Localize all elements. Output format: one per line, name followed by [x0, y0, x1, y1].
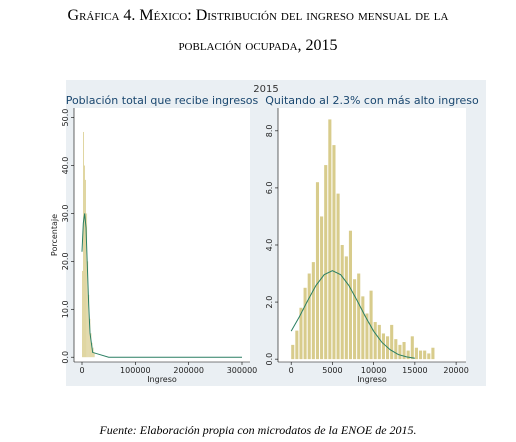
- histogram-bar: [295, 330, 299, 360]
- histogram-bar: [431, 347, 435, 360]
- histogram-bar: [328, 119, 332, 360]
- x-tick-label: 200000: [173, 366, 204, 375]
- histogram-bar: [410, 336, 414, 360]
- histogram-bar: [336, 193, 340, 360]
- histogram-bar: [88, 294, 90, 358]
- y-tick-label: 8.0: [265, 124, 274, 137]
- y-axis-label: Porcentaje: [50, 214, 59, 256]
- histogram-bar: [83, 131, 84, 358]
- y-tick-label: 2.0: [265, 296, 274, 309]
- y-tick-label: 6.0: [265, 182, 274, 195]
- source: Fuente: Elaboración propia con microdato…: [98, 423, 416, 437]
- y-tick-label: 10.0: [61, 300, 70, 318]
- histogram-bar: [373, 322, 377, 360]
- histogram-bar: [402, 342, 406, 360]
- histogram-bar: [344, 256, 348, 360]
- y-tick-label: 30.0: [61, 205, 70, 223]
- histogram-bar: [332, 145, 336, 360]
- histogram-bar: [93, 352, 95, 358]
- panel-title: Quitando al 2.3% con más alto ingreso: [265, 94, 479, 107]
- histogram-bar: [87, 261, 89, 358]
- y-tick-label: 40.0: [61, 157, 70, 175]
- histogram-bar: [369, 290, 373, 360]
- histogram-bar: [315, 182, 320, 360]
- histogram-bar: [381, 333, 385, 360]
- histogram-bar: [324, 165, 328, 360]
- x-tick-label: 5000: [322, 366, 342, 375]
- histogram-bar: [85, 179, 86, 358]
- histogram-bar: [394, 339, 398, 360]
- histogram-bar: [348, 230, 353, 360]
- histogram-bar: [89, 318, 91, 358]
- histogram-bar: [361, 296, 365, 360]
- histogram-bar: [419, 350, 423, 360]
- x-axis-label: Ingreso: [357, 375, 387, 384]
- title-line: población ocupada, 2015: [178, 37, 337, 54]
- histogram-bar: [299, 307, 303, 360]
- x-tick-label: 0: [289, 366, 294, 375]
- histogram-bar: [390, 324, 394, 360]
- histogram-bar: [311, 262, 315, 360]
- histogram-bar: [320, 216, 324, 360]
- y-tick-label: 4.0: [265, 239, 274, 252]
- histogram-bar: [423, 350, 427, 360]
- y-tick-label: 0.0: [265, 353, 274, 366]
- x-axis-label: Ingreso: [147, 375, 177, 384]
- histogram-bar: [340, 244, 344, 360]
- x-tick-label: 300000: [227, 366, 258, 375]
- histogram-bar: [84, 165, 85, 358]
- density-curve: [290, 270, 415, 359]
- x-tick-label: 15000: [402, 366, 427, 375]
- histogram-bar: [303, 287, 307, 360]
- histogram-bar: [357, 273, 361, 360]
- histogram-bar: [353, 279, 357, 360]
- title-line: Gráfica 4. México: Distribución del ingr…: [68, 7, 449, 24]
- y-tick-label: 20.0: [61, 252, 70, 270]
- histogram-bar: [86, 213, 88, 358]
- x-tick-label: 0: [79, 366, 84, 375]
- histogram-bar: [365, 313, 369, 360]
- density-curve: [81, 213, 242, 358]
- y-tick-label: 0.0: [61, 351, 70, 364]
- histogram-bar: [398, 344, 402, 360]
- y-tick-label: 50.0: [61, 109, 70, 127]
- histogram-bar: [427, 353, 431, 360]
- histogram-bar: [291, 344, 295, 360]
- x-tick-label: 10000: [361, 366, 386, 375]
- figure-title: 2015: [253, 84, 278, 95]
- histogram-bar: [307, 273, 311, 360]
- x-tick-label: 20000: [443, 366, 468, 375]
- histogram-bar: [82, 270, 83, 358]
- histogram-bar: [377, 324, 381, 360]
- plot-area: [74, 108, 250, 362]
- histogram-bar: [414, 347, 418, 360]
- x-tick-label: 100000: [120, 366, 151, 375]
- histogram-bar: [406, 350, 410, 360]
- histogram-bar: [90, 333, 92, 358]
- panel-title: Población total que recibe ingresos: [66, 94, 259, 107]
